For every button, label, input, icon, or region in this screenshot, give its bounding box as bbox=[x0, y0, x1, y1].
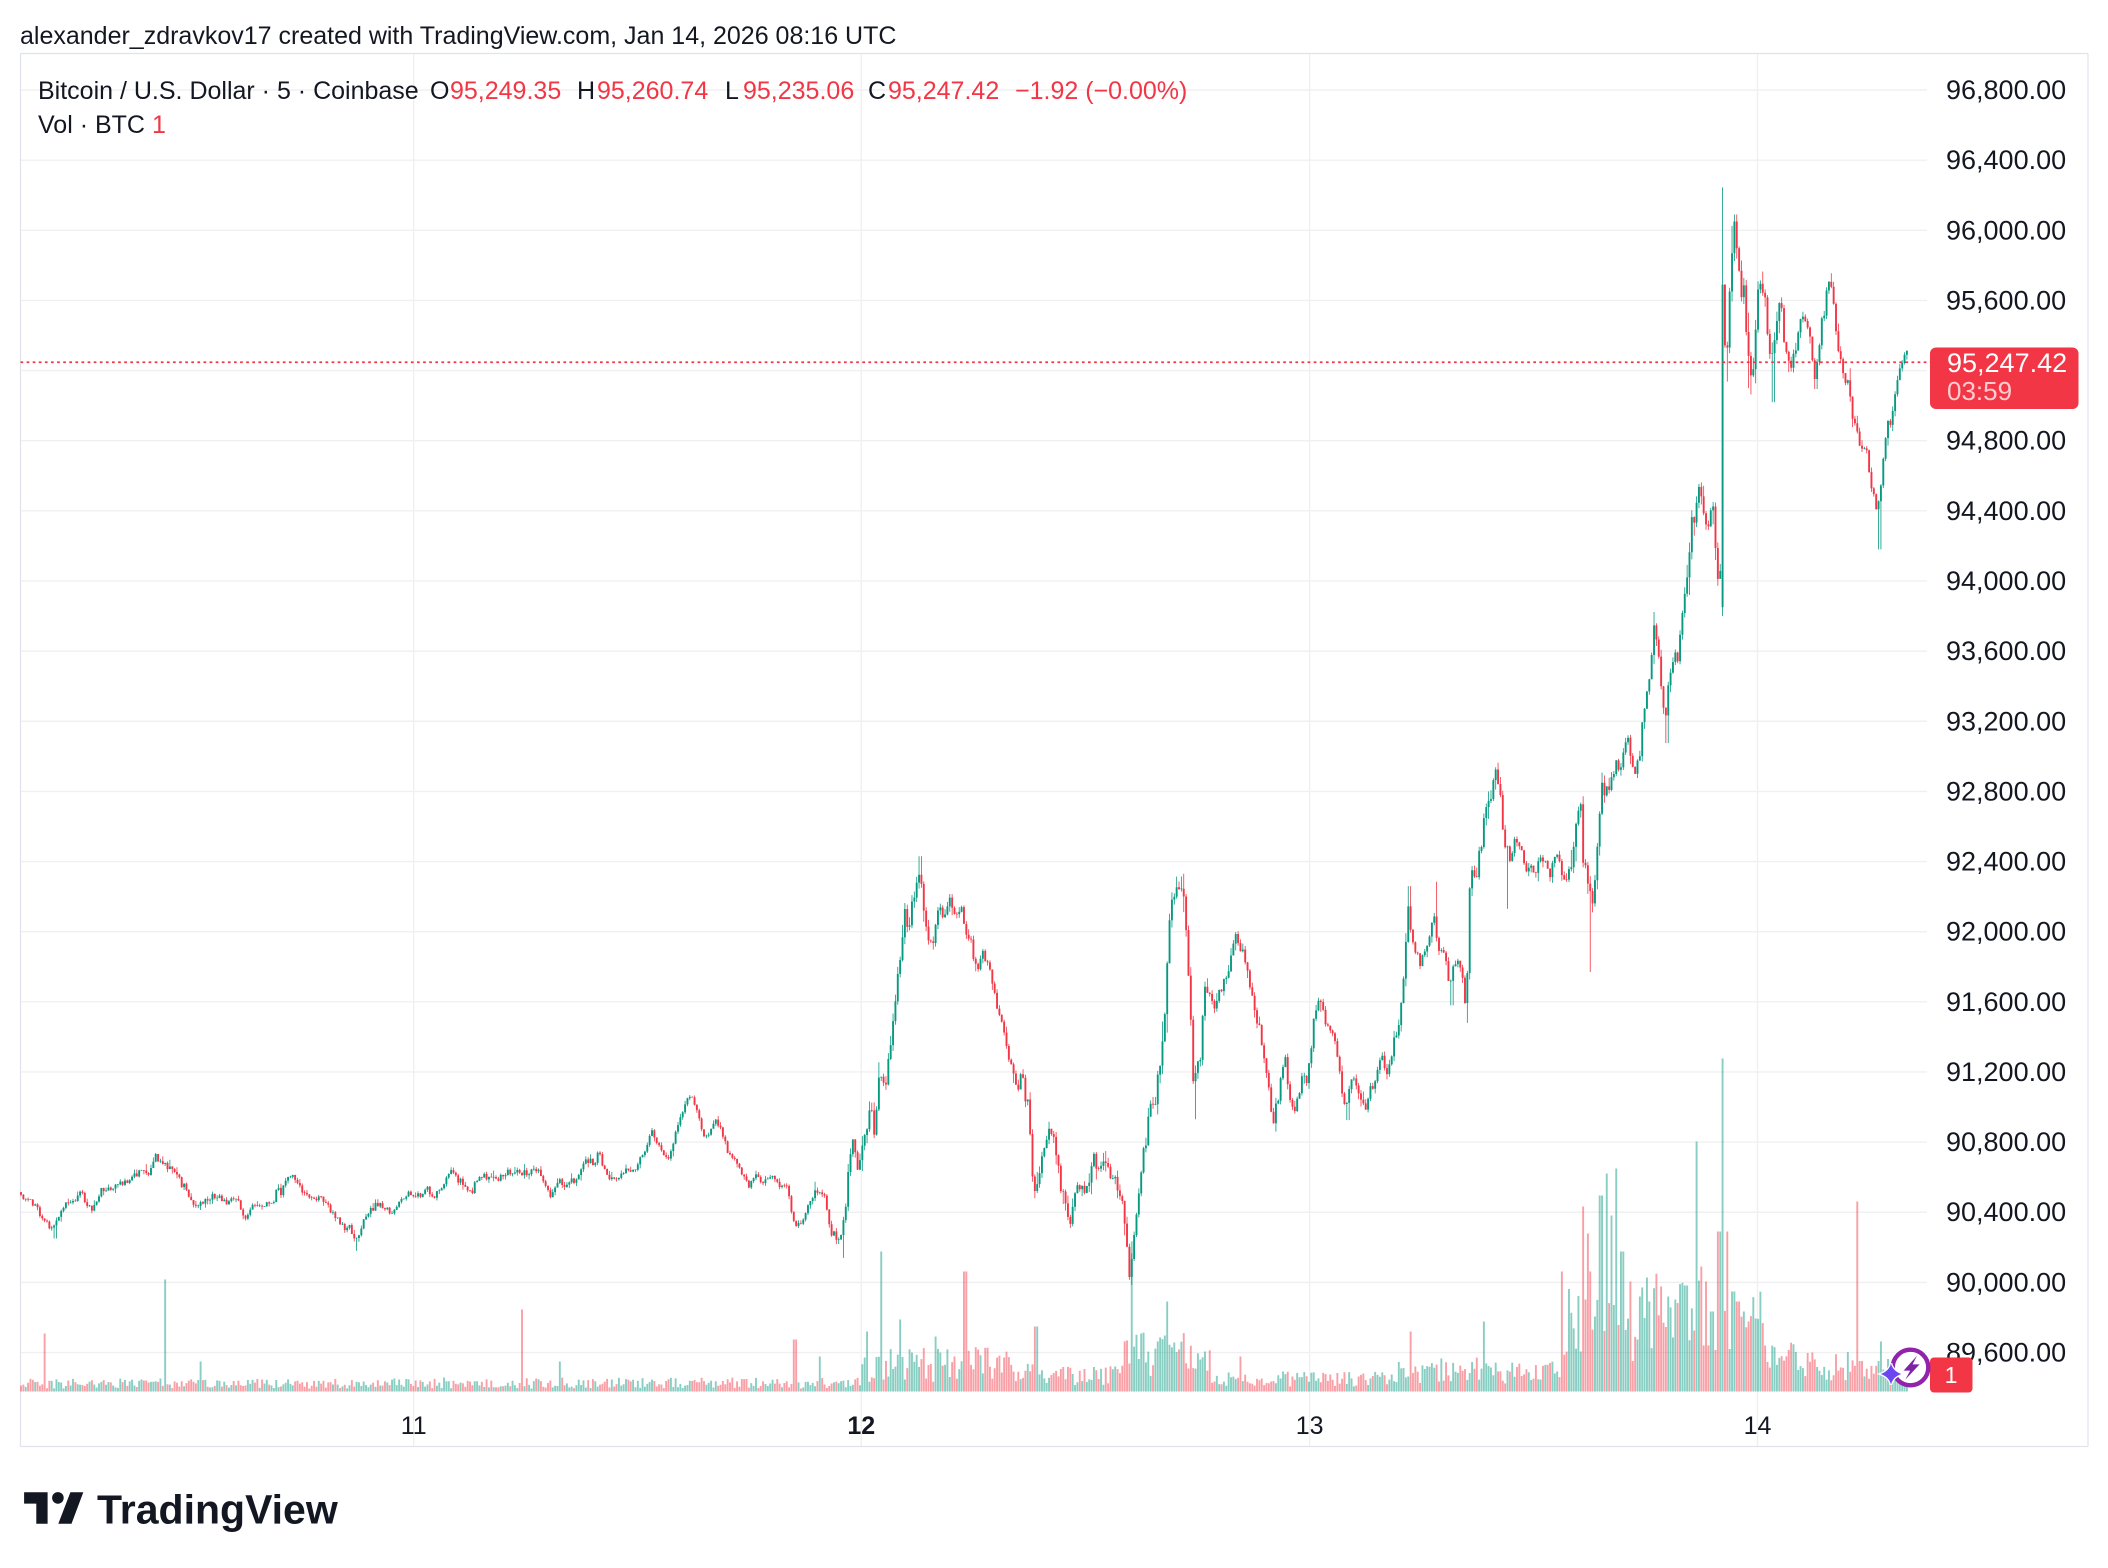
svg-text:94,000.00: 94,000.00 bbox=[1946, 566, 2066, 596]
svg-text:92,800.00: 92,800.00 bbox=[1946, 776, 2066, 806]
svg-text:11: 11 bbox=[401, 1412, 427, 1440]
svg-text:93,200.00: 93,200.00 bbox=[1946, 706, 2066, 736]
svg-text:95,247.42: 95,247.42 bbox=[888, 77, 999, 105]
svg-text:alexander_zdravkov17 created w: alexander_zdravkov17 created with Tradin… bbox=[20, 22, 896, 50]
svg-text:12: 12 bbox=[847, 1412, 875, 1440]
svg-text:−1.92 (−0.00%): −1.92 (−0.00%) bbox=[1015, 77, 1187, 105]
svg-text:95,260.74: 95,260.74 bbox=[597, 77, 708, 105]
svg-text:90,400.00: 90,400.00 bbox=[1946, 1197, 2066, 1227]
svg-text:90,800.00: 90,800.00 bbox=[1946, 1127, 2066, 1157]
svg-text:92,000.00: 92,000.00 bbox=[1946, 917, 2066, 947]
svg-text:14: 14 bbox=[1744, 1412, 1772, 1440]
svg-text:90,000.00: 90,000.00 bbox=[1946, 1267, 2066, 1297]
svg-text:94,800.00: 94,800.00 bbox=[1946, 426, 2066, 456]
svg-text:91,200.00: 91,200.00 bbox=[1946, 1057, 2066, 1087]
svg-text:1: 1 bbox=[152, 111, 166, 139]
svg-text:03:59: 03:59 bbox=[1947, 376, 2012, 406]
svg-text:TradingView: TradingView bbox=[97, 1487, 338, 1533]
svg-text:13: 13 bbox=[1296, 1412, 1324, 1440]
svg-text:Bitcoin / U.S. Dollar · 5 · Co: Bitcoin / U.S. Dollar · 5 · Coinbase bbox=[38, 77, 419, 105]
svg-text:96,400.00: 96,400.00 bbox=[1946, 145, 2066, 175]
svg-text:95,247.42: 95,247.42 bbox=[1947, 348, 2067, 378]
svg-text:Vol · BTC: Vol · BTC bbox=[38, 111, 145, 139]
svg-text:95,235.06: 95,235.06 bbox=[743, 77, 854, 105]
svg-text:96,000.00: 96,000.00 bbox=[1946, 215, 2066, 245]
svg-text:92,400.00: 92,400.00 bbox=[1946, 847, 2066, 877]
svg-text:94,400.00: 94,400.00 bbox=[1946, 496, 2066, 526]
svg-text:1: 1 bbox=[1945, 1362, 1958, 1388]
svg-text:H: H bbox=[577, 77, 595, 105]
svg-text:C: C bbox=[868, 77, 886, 105]
svg-text:95,249.35: 95,249.35 bbox=[450, 77, 561, 105]
svg-text:95,600.00: 95,600.00 bbox=[1946, 285, 2066, 315]
svg-text:93,600.00: 93,600.00 bbox=[1946, 636, 2066, 666]
svg-text:L: L bbox=[725, 77, 739, 105]
svg-text:O: O bbox=[430, 77, 449, 105]
svg-text:96,800.00: 96,800.00 bbox=[1946, 75, 2066, 105]
svg-text:91,600.00: 91,600.00 bbox=[1946, 987, 2066, 1017]
